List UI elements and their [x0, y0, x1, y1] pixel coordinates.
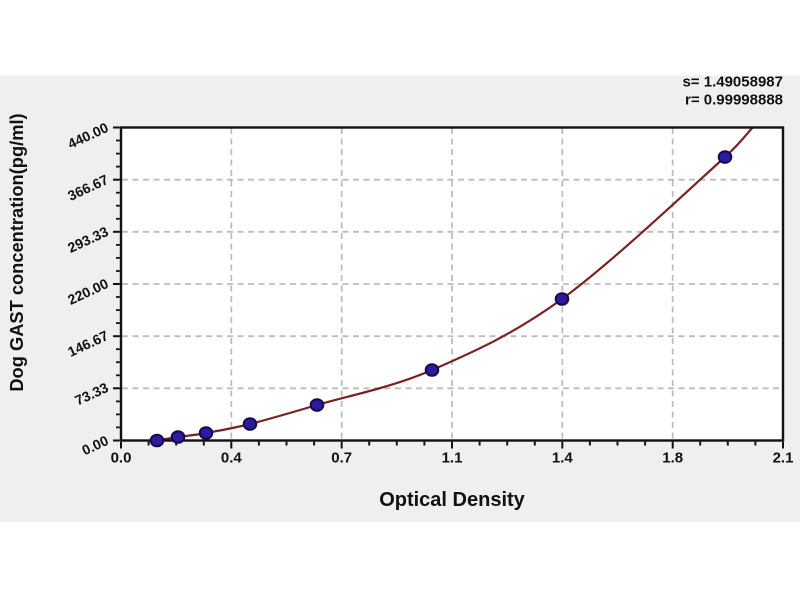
svg-text:Optical Density: Optical Density	[379, 489, 525, 511]
svg-text:1.1: 1.1	[442, 450, 463, 467]
svg-text:r= 0.99998888: r= 0.99998888	[685, 92, 783, 109]
svg-text:1.8: 1.8	[662, 450, 683, 467]
svg-text:0.7: 0.7	[331, 450, 352, 467]
svg-text:0.4: 0.4	[221, 450, 243, 467]
svg-text:1.4: 1.4	[552, 450, 574, 467]
svg-text:0.0: 0.0	[111, 450, 132, 467]
svg-text:2.1: 2.1	[773, 450, 794, 467]
svg-text:s= 1.49058987: s= 1.49058987	[682, 74, 783, 91]
svg-text:Dog GAST concentration(pg/ml): Dog GAST concentration(pg/ml)	[6, 113, 27, 391]
